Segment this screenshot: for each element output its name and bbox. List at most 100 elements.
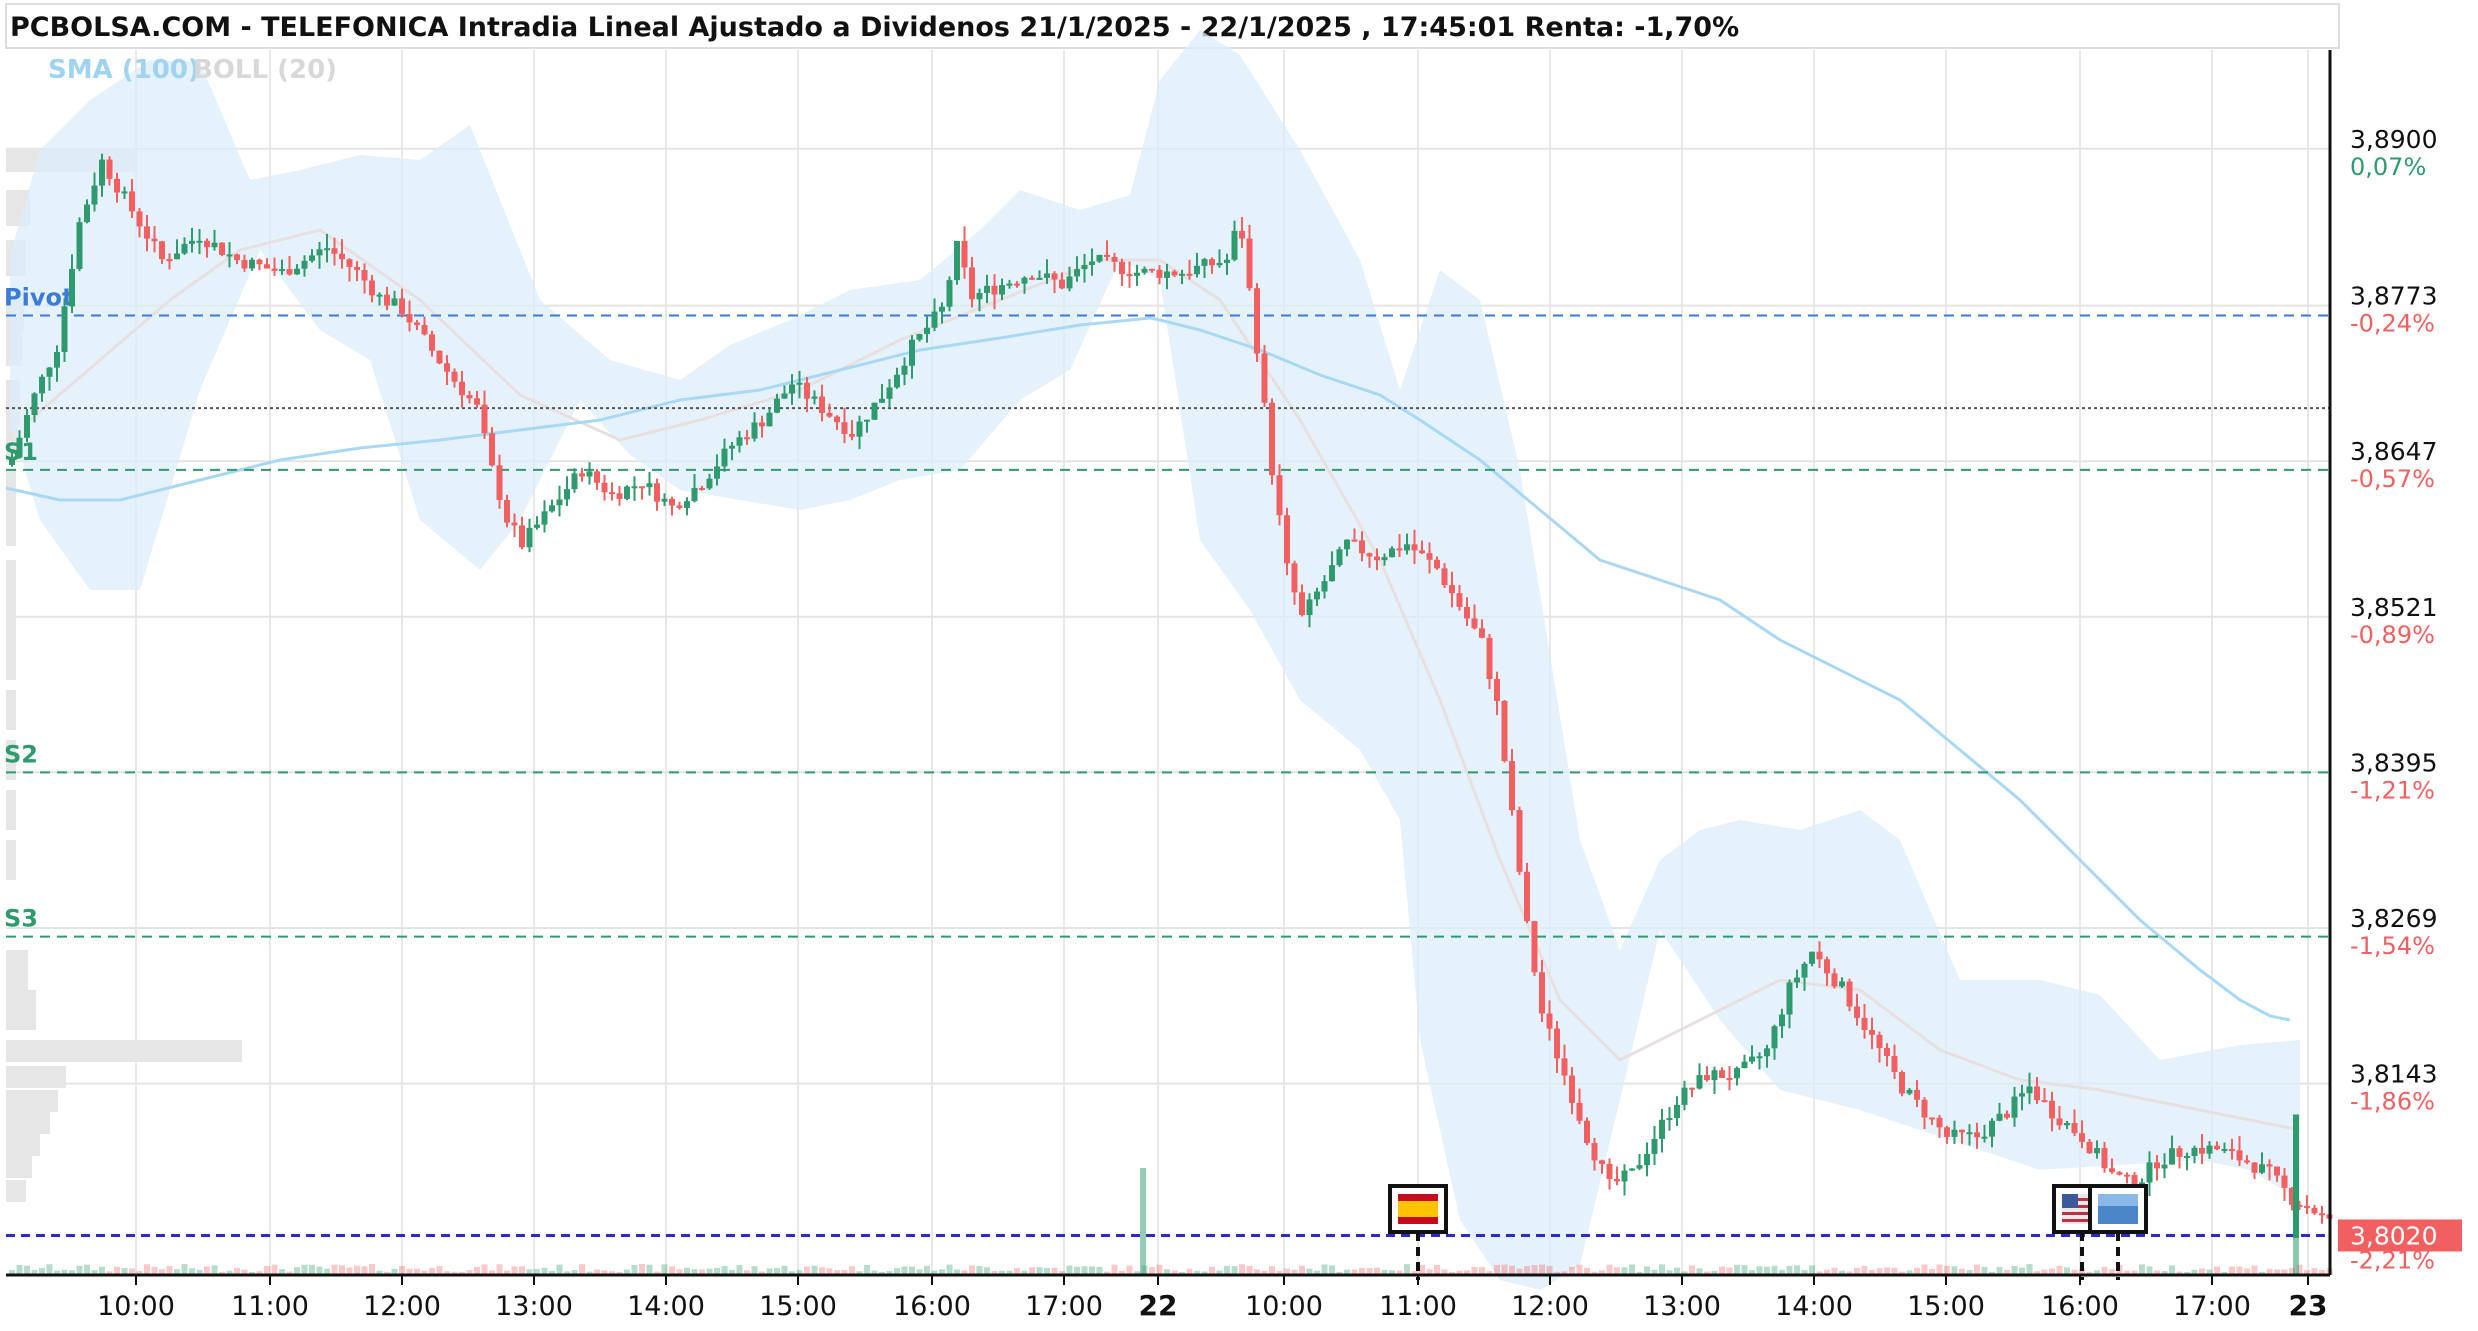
candle-body	[564, 489, 570, 500]
volume-bar	[1726, 1267, 1733, 1275]
volume-bar	[661, 1264, 668, 1275]
volume-bar	[609, 1271, 615, 1275]
legend-sma: SMA (100)	[48, 55, 200, 85]
volume-bar	[481, 1264, 488, 1275]
volume-bar	[886, 1271, 893, 1275]
volume-bar	[1771, 1265, 1778, 1275]
volume-bar	[1344, 1269, 1350, 1275]
candle-body	[1351, 539, 1358, 542]
candle-body	[2101, 1148, 2108, 1169]
candle-body	[1944, 1127, 1950, 1137]
y-tick-percent: -1,86%	[2350, 1088, 2435, 1116]
candle-body	[429, 334, 435, 351]
candle-body	[1089, 261, 1095, 265]
candle-body	[856, 421, 863, 437]
candle-body	[519, 525, 525, 548]
candle-body	[1404, 544, 1410, 551]
candle-body	[1321, 581, 1328, 592]
volume-bar	[1194, 1270, 1200, 1275]
volume-bar	[1224, 1265, 1230, 1275]
candle-body	[1516, 810, 1523, 872]
candle-body	[2004, 1113, 2010, 1118]
candle-body	[1104, 254, 1110, 257]
volume-bar	[729, 1269, 735, 1275]
candle-body	[946, 280, 953, 307]
y-tick-percent: -0,24%	[2350, 310, 2435, 338]
candle-body	[864, 419, 870, 422]
candle-body	[1974, 1132, 1980, 1138]
volume-bar	[1006, 1270, 1013, 1275]
volume-bar	[1869, 1270, 1875, 1275]
candle-body	[1366, 553, 1373, 557]
candle-body	[1861, 1017, 1868, 1030]
candle-body	[406, 314, 413, 323]
volume-profile-bar	[6, 640, 16, 680]
last-price-box	[2338, 1219, 2462, 1252]
volume-profile-bar	[6, 1066, 66, 1088]
volume-bar	[1471, 1266, 1478, 1275]
candle-body	[2086, 1141, 2093, 1154]
volume-bar	[1621, 1267, 1628, 1275]
candle-body	[2116, 1172, 2123, 1175]
volume-bar	[1156, 1264, 1163, 1275]
candle-body	[1014, 283, 1020, 286]
europe-flag-icon[interactable]	[2088, 1184, 2148, 1280]
volume-bar	[1636, 1271, 1643, 1275]
candle-body	[781, 393, 788, 399]
volume-bar	[46, 1264, 53, 1275]
volume-bar	[1404, 1264, 1410, 1275]
volume-bar	[939, 1269, 945, 1275]
volume-bar	[1314, 1270, 1320, 1275]
volume-bar	[1546, 1265, 1553, 1275]
candle-body	[1336, 549, 1343, 566]
x-tick-label: 22	[1139, 1289, 1178, 1322]
volume-profile-bar	[6, 840, 16, 880]
candle-body	[1756, 1056, 1763, 1059]
volume-bar	[1741, 1265, 1748, 1275]
candle-body	[751, 422, 758, 439]
volume-bar	[2304, 1270, 2310, 1275]
volume-bar	[99, 1266, 105, 1275]
volume-bar	[1089, 1266, 1095, 1275]
volume-bar	[1111, 1264, 1118, 1275]
candle-body	[1614, 1178, 1620, 1182]
volume-bar	[519, 1266, 525, 1275]
volume-bar	[1351, 1269, 1358, 1275]
sma-100-line	[5, 316, 2291, 1022]
candle-body	[39, 376, 45, 394]
y-tick-label: 3,8521	[2350, 593, 2437, 622]
spain-flag-icon[interactable]	[1388, 1184, 1448, 1280]
candle-body	[1801, 963, 1808, 978]
volume-bar	[331, 1264, 338, 1275]
candle-body	[2311, 1207, 2318, 1214]
candle-body	[1171, 271, 1178, 276]
volume-profile-bar	[6, 990, 36, 1030]
candle-body	[1021, 277, 1028, 284]
volume-bar	[1321, 1264, 1328, 1275]
volume-profile-bar	[6, 600, 16, 640]
candle-body	[2214, 1145, 2220, 1150]
volume-bar	[1261, 1270, 1268, 1275]
candle-body	[1231, 230, 1238, 260]
volume-bar	[579, 1264, 585, 1275]
volume-bar	[294, 1267, 300, 1275]
candle-body	[2146, 1162, 2153, 1183]
candle-body	[1809, 951, 1815, 964]
candle-body	[31, 393, 38, 416]
volume-bar	[2131, 1270, 2138, 1275]
volume-bar	[1606, 1264, 1613, 1275]
volume-bar	[1681, 1271, 1688, 1275]
candle-body	[2206, 1145, 2213, 1154]
volume-bar	[1531, 1265, 1538, 1275]
candle-body	[2296, 1204, 2303, 1207]
volume-bar	[1464, 1270, 1470, 1275]
volume-bar	[1719, 1266, 1725, 1275]
volume-bar	[301, 1264, 308, 1275]
volume-bar	[541, 1267, 548, 1275]
volume-bar	[76, 1265, 83, 1275]
volume-bar	[451, 1271, 458, 1275]
volume-bar	[436, 1266, 443, 1275]
candle-body	[1651, 1138, 1658, 1154]
volume-bar	[1456, 1270, 1463, 1275]
volume-bar	[1246, 1265, 1253, 1275]
